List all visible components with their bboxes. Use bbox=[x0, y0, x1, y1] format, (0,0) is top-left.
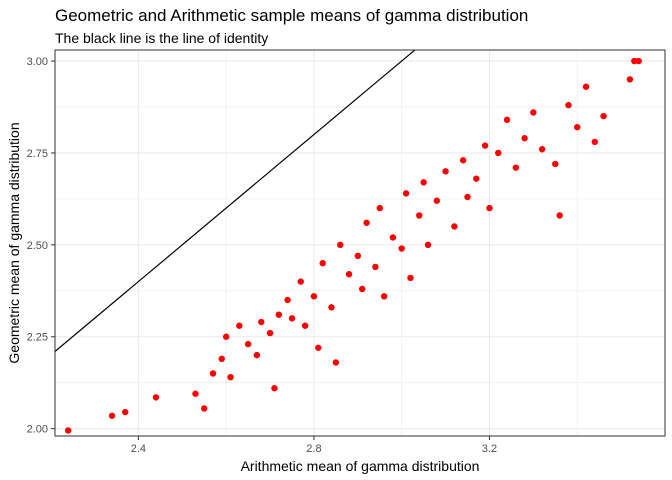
y-axis-ticks: 2.00 2.25 2.50 2.75 3.00 bbox=[27, 56, 55, 436]
data-point bbox=[424, 241, 432, 249]
data-point bbox=[358, 285, 366, 293]
y-tick-label: 2.25 bbox=[27, 332, 48, 344]
chart-subtitle: The black line is the line of identity bbox=[55, 30, 269, 46]
plot-panel-border bbox=[54, 49, 666, 437]
data-point bbox=[315, 344, 322, 351]
data-point bbox=[266, 329, 274, 337]
data-point bbox=[363, 219, 370, 226]
data-point bbox=[222, 333, 230, 340]
y-tick-label: 2.75 bbox=[27, 148, 48, 160]
data-point bbox=[380, 293, 388, 300]
x-tick-label: 3.2 bbox=[482, 443, 497, 455]
data-point bbox=[354, 252, 362, 260]
data-point bbox=[433, 197, 440, 204]
y-tick-label: 2.00 bbox=[27, 424, 48, 436]
data-point bbox=[503, 116, 511, 124]
data-point bbox=[626, 76, 634, 83]
data-point bbox=[530, 109, 537, 116]
data-points bbox=[64, 57, 642, 434]
data-point bbox=[244, 340, 252, 348]
data-point bbox=[521, 135, 528, 142]
identity-line bbox=[55, 50, 416, 353]
data-point bbox=[376, 204, 383, 212]
data-point bbox=[402, 190, 410, 197]
data-point bbox=[192, 390, 199, 397]
data-point bbox=[152, 394, 160, 401]
data-point bbox=[451, 223, 458, 230]
data-point bbox=[301, 322, 309, 329]
x-tick-label: 2.4 bbox=[131, 443, 146, 455]
chart-title: Geometric and Arithmetic sample means of… bbox=[55, 6, 529, 25]
plot-area bbox=[55, 50, 642, 434]
data-point bbox=[565, 101, 572, 109]
data-point bbox=[481, 142, 489, 149]
data-point bbox=[275, 311, 283, 318]
data-point bbox=[538, 146, 546, 153]
data-point bbox=[288, 315, 296, 322]
data-point bbox=[473, 175, 480, 182]
data-point bbox=[319, 260, 326, 267]
data-point bbox=[407, 274, 414, 282]
data-point bbox=[227, 373, 234, 381]
data-point bbox=[332, 359, 340, 366]
y-tick-label: 3.00 bbox=[27, 56, 48, 68]
data-point bbox=[416, 212, 423, 219]
data-point bbox=[209, 370, 217, 377]
data-point bbox=[442, 168, 449, 175]
data-point bbox=[556, 212, 563, 219]
data-point bbox=[64, 427, 72, 434]
data-point bbox=[236, 322, 243, 329]
data-point bbox=[258, 318, 265, 326]
x-axis-ticks: 2.4 2.8 3.2 bbox=[131, 436, 497, 455]
data-point bbox=[574, 124, 581, 131]
data-point bbox=[201, 405, 208, 412]
data-point bbox=[372, 263, 379, 271]
data-point bbox=[420, 179, 427, 186]
data-point bbox=[328, 304, 335, 311]
y-axis-title: Geometric mean of gamma distribution bbox=[6, 122, 22, 363]
data-point bbox=[310, 293, 318, 300]
data-point bbox=[389, 234, 397, 241]
data-point bbox=[345, 271, 353, 278]
data-point bbox=[600, 112, 607, 120]
data-point bbox=[464, 193, 471, 201]
data-point bbox=[398, 245, 405, 252]
data-point bbox=[591, 138, 598, 146]
x-tick-label: 2.8 bbox=[306, 443, 321, 455]
x-axis-title: Arithmetic mean of gamma distribution bbox=[241, 458, 480, 474]
data-point bbox=[253, 351, 261, 359]
data-point bbox=[635, 57, 642, 65]
data-point bbox=[218, 355, 225, 362]
data-point bbox=[284, 296, 291, 304]
data-point bbox=[512, 164, 519, 171]
data-point bbox=[552, 160, 559, 168]
data-point bbox=[108, 412, 116, 419]
data-point bbox=[495, 149, 502, 157]
data-point bbox=[297, 278, 304, 285]
data-point bbox=[486, 204, 493, 212]
plot-panel-background bbox=[55, 50, 665, 436]
data-point bbox=[631, 57, 638, 65]
minor-gridlines bbox=[55, 50, 665, 436]
data-point bbox=[582, 83, 590, 90]
data-point bbox=[337, 241, 344, 249]
major-gridlines bbox=[55, 50, 665, 436]
data-point bbox=[271, 385, 278, 392]
data-point bbox=[122, 408, 129, 416]
y-tick-label: 2.50 bbox=[27, 240, 48, 252]
data-point bbox=[459, 157, 467, 164]
